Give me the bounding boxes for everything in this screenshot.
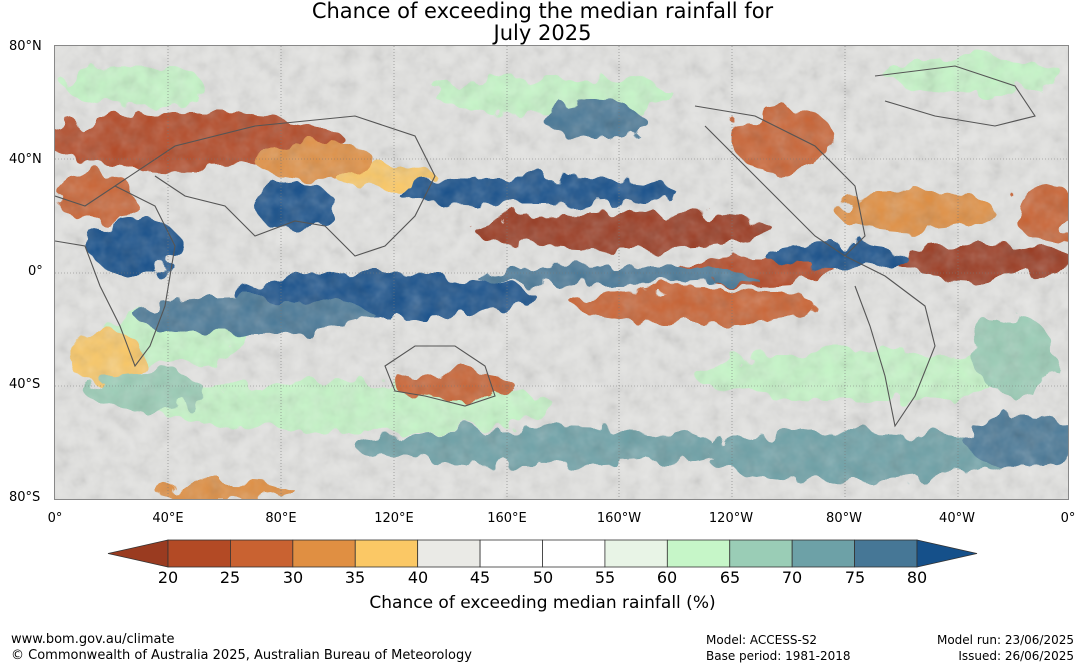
lon-label-160e: 160°E: [487, 511, 527, 526]
lon-label-0: 0°: [47, 511, 63, 526]
lon-label-120w: 120°W: [708, 511, 754, 526]
lat-label-80n: 80°N: [9, 39, 42, 54]
colorbar-tick: 45: [469, 568, 491, 587]
footer-copyright: © Commonwealth of Australia 2025, Austra…: [11, 648, 472, 663]
contour-texture: [55, 46, 1068, 499]
lon-label-40e: 40°E: [152, 511, 184, 526]
colorbar-segment: [479, 539, 543, 568]
graticule: [55, 46, 1068, 499]
footer-base-period: Base period: 1981-2018: [706, 649, 851, 663]
colorbar-tick: 50: [532, 568, 554, 587]
colorbar-segment: [666, 539, 731, 568]
footer-issued: Issued: 26/06/2025: [958, 649, 1074, 663]
lon-label-40w: 40°W: [939, 511, 975, 526]
colorbar-tick: 20: [157, 568, 179, 587]
lat-label-40s: 40°S: [9, 377, 41, 392]
colorbar-tick: 70: [781, 568, 803, 587]
colorbar-segment: [354, 539, 419, 568]
colorbar-segment: [729, 539, 793, 568]
footer-model-run: Model run: 23/06/2025: [936, 633, 1074, 647]
colorbar-tick: 60: [656, 568, 678, 587]
lon-label-80w: 80°W: [826, 511, 862, 526]
colorbar-segment: [292, 539, 356, 568]
colorbar-segment: [230, 539, 294, 568]
colorbar-tick: 75: [844, 568, 866, 587]
lon-label-0-right: 0°: [1060, 511, 1076, 526]
colorbar-tick: 65: [719, 568, 741, 587]
colorbar-tick: 35: [344, 568, 366, 587]
lon-label-160w: 160°W: [596, 511, 642, 526]
lat-label-equator: 0°: [28, 264, 43, 279]
colorbar-tick: 30: [282, 568, 304, 587]
colorbar-segment: [542, 539, 606, 568]
rainfall-map-svg: [55, 46, 1068, 499]
lat-label-80s: 80°S: [9, 490, 41, 505]
colorbar-segment: [854, 539, 918, 568]
lon-label-120e: 120°E: [374, 511, 414, 526]
colorbar-segment: [604, 539, 668, 568]
map-title-line1: Chance of exceeding the median rainfall …: [311, 0, 774, 23]
colorbar-title: Chance of exceeding median rainfall (%): [369, 593, 716, 613]
colorbar-arrow-low: [107, 539, 169, 568]
colorbar-arrow-high: [916, 539, 978, 568]
colorbar-segment: [167, 539, 231, 568]
colorbar-tick: 40: [407, 568, 429, 587]
colorbar-tick: 25: [219, 568, 241, 587]
colorbar-tick: 80: [906, 568, 928, 587]
map-title-line2: July 2025: [493, 21, 592, 45]
colorbar-tick: 55: [594, 568, 616, 587]
coastlines: [55, 65, 1036, 428]
colorbar-segment: [417, 539, 481, 568]
rainfall-map: [54, 45, 1069, 500]
footer-model: Model: ACCESS-S2: [706, 633, 818, 647]
colorbar-segment: [791, 539, 855, 568]
lon-label-80e: 80°E: [265, 511, 297, 526]
colorbar: [107, 539, 978, 568]
lat-label-40n: 40°N: [9, 152, 42, 167]
footer-url[interactable]: www.bom.gov.au/climate: [11, 632, 175, 647]
